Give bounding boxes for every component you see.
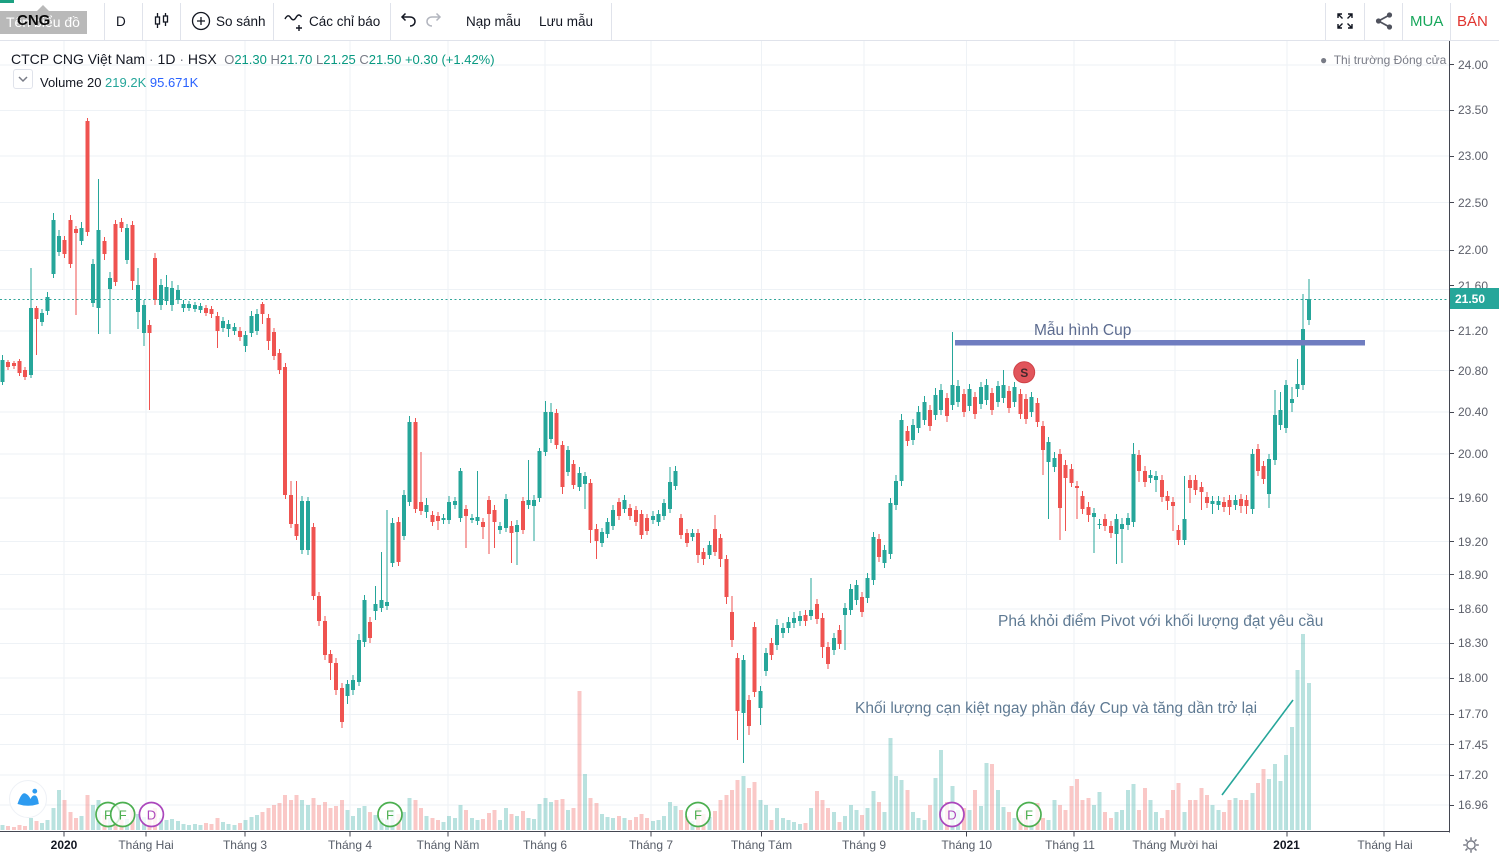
svg-text:F: F (386, 808, 394, 823)
svg-text:F: F (1025, 808, 1033, 823)
svg-text:F: F (694, 808, 702, 823)
svg-text:F: F (104, 808, 112, 823)
svg-text:D: D (947, 808, 956, 823)
svg-text:S: S (1020, 366, 1028, 380)
svg-text:F: F (119, 808, 127, 823)
svg-text:D: D (147, 808, 156, 823)
